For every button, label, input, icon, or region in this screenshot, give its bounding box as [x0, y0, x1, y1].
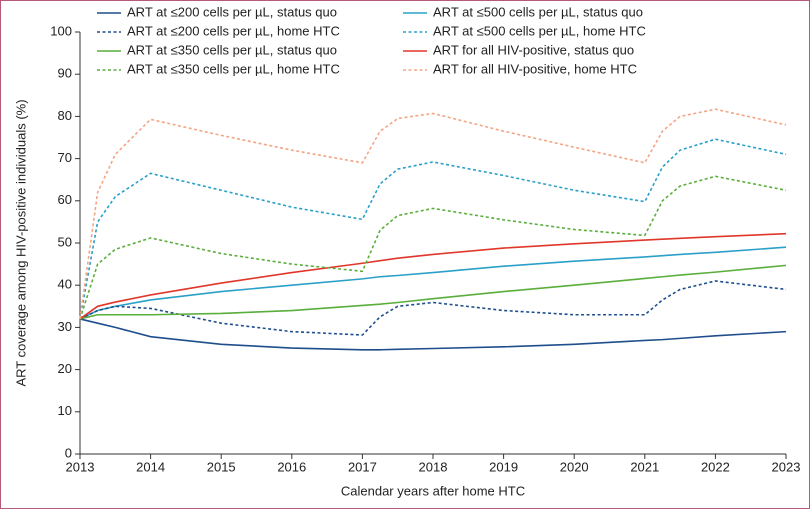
- series-line: [79, 175, 787, 320]
- y-tick-label: 60: [58, 192, 72, 207]
- legend-label: ART at ≤200 cells per µL, status quo: [127, 4, 337, 19]
- y-tick-label: 90: [58, 66, 72, 81]
- series-line: [79, 318, 787, 351]
- legend-label: ART at ≤350 cells per µL, home HTC: [127, 61, 340, 76]
- legend-label: ART at ≤500 cells per µL, home HTC: [433, 23, 646, 38]
- series-line: [79, 232, 787, 320]
- series-line: [79, 280, 787, 336]
- y-tick-label: 30: [58, 319, 72, 334]
- legend-label: ART at ≤500 cells per µL, status quo: [433, 4, 643, 19]
- legend-label: ART at ≤350 cells per µL, status quo: [127, 42, 337, 57]
- x-tick-label: 2018: [419, 459, 448, 474]
- legend-label: ART for all HIV-positive, home HTC: [433, 61, 637, 76]
- x-tick-label: 2021: [630, 459, 659, 474]
- x-tick-label: 2015: [207, 459, 236, 474]
- legend-label: ART for all HIV-positive, status quo: [433, 42, 634, 57]
- x-axis-label: Calendar years after home HTC: [341, 483, 525, 498]
- series-line: [79, 138, 787, 320]
- y-tick-label: 20: [58, 361, 72, 376]
- x-tick-label: 2016: [277, 459, 306, 474]
- y-tick-label: 50: [58, 234, 72, 249]
- series-line: [79, 246, 787, 320]
- x-tick-label: 2019: [489, 459, 518, 474]
- y-tick-label: 10: [58, 403, 72, 418]
- y-tick-label: 80: [58, 108, 72, 123]
- y-tick-label: 70: [58, 150, 72, 165]
- y-tick-label: 100: [50, 23, 72, 38]
- y-tick-label: 0: [65, 445, 72, 460]
- y-axis-label: ART coverage among HIV-positive individu…: [13, 99, 28, 386]
- x-tick-label: 2014: [136, 459, 165, 474]
- x-tick-label: 2022: [701, 459, 730, 474]
- y-tick-label: 40: [58, 277, 72, 292]
- x-tick-label: 2020: [560, 459, 589, 474]
- x-tick-label: 2013: [66, 459, 95, 474]
- series-line: [79, 264, 787, 320]
- legend-label: ART at ≤200 cells per µL, home HTC: [127, 23, 340, 38]
- x-tick-label: 2023: [772, 459, 801, 474]
- x-tick-label: 2017: [348, 459, 377, 474]
